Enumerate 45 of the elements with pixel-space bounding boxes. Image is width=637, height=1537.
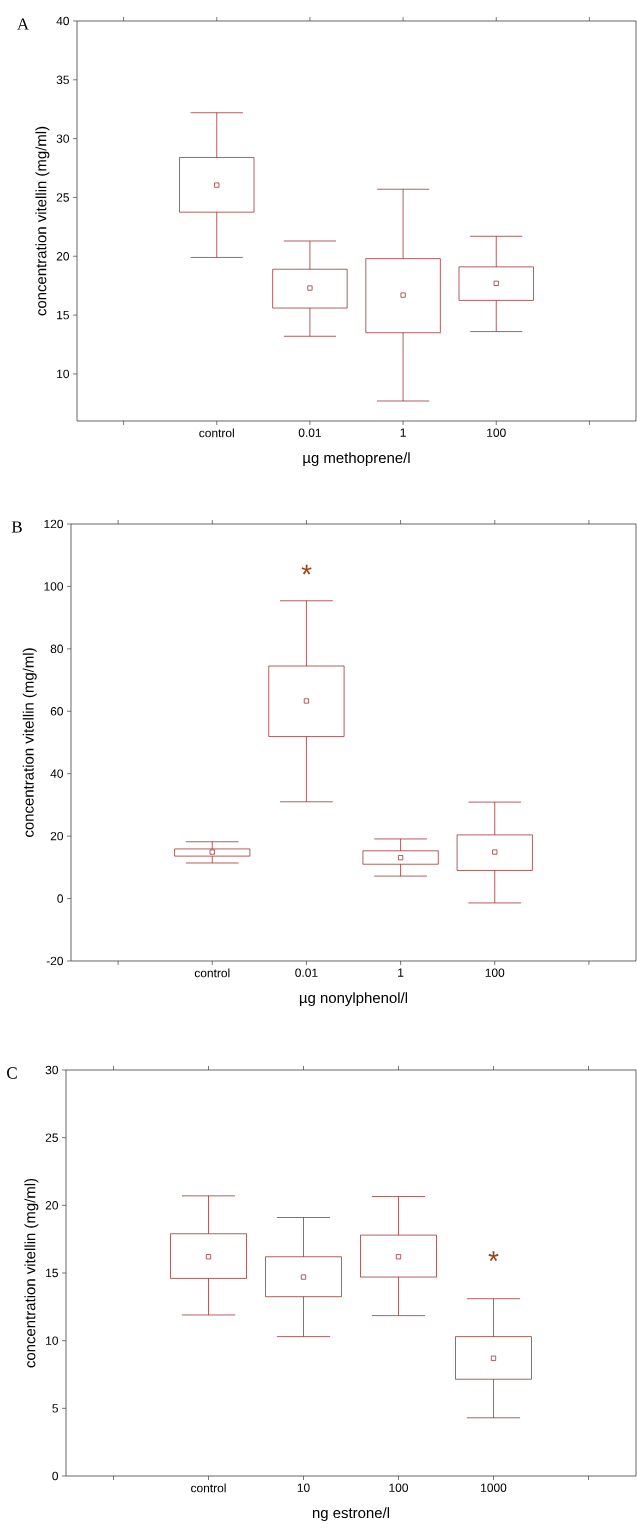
x-tick-label: 10 (297, 1483, 310, 1492)
y-tick-label: 0 (57, 894, 64, 903)
text: A (17, 18, 29, 30)
x-axis-title: µg methoprene/l (303, 452, 410, 467)
x-axis-title: µg nonylphenol/l (299, 992, 408, 1007)
y-tick-label: 30 (56, 134, 70, 143)
y-tick-label: 10 (57, 369, 70, 379)
y-tick-label: 20 (45, 1201, 59, 1210)
x-tick-label: control (191, 1483, 226, 1493)
y-tick-label: 100 (44, 582, 64, 591)
y-axis-title: concentration vitellin (mg/ml) (22, 648, 37, 837)
y-tick-label: 15 (46, 1268, 58, 1278)
annotation: * (301, 564, 312, 575)
x-tick-label: 100 (487, 428, 506, 437)
y-tick-label: 40 (50, 769, 64, 778)
y-tick-label: 80 (50, 644, 64, 654)
x-tick-label: 0.01 (295, 968, 318, 977)
y-tick-label: 15 (57, 310, 69, 320)
x-tick-label: 1 (398, 968, 404, 977)
y-axis-title: concentration vitellin (mg/ml) (35, 126, 50, 316)
x-tick-label: 1000 (481, 1483, 507, 1492)
text: C (7, 1067, 17, 1079)
x-tick-label: control (194, 968, 230, 978)
y-tick-label: 40 (56, 16, 70, 26)
y-tick-label: 25 (56, 193, 69, 202)
text: B (11, 521, 22, 533)
x-tick-label: 100 (389, 1483, 409, 1492)
x-tick-label: 100 (485, 968, 505, 977)
x-axis-title: ng estrone/l (312, 1507, 390, 1522)
y-tick-label: 20 (56, 252, 70, 261)
x-tick-label: 0.01 (298, 428, 321, 437)
y-tick-label: 60 (50, 707, 64, 716)
y-tick-label: 35 (56, 75, 69, 85)
y-tick-label: 25 (45, 1133, 58, 1142)
y-tick-label: 30 (45, 1065, 59, 1075)
y-axis-title: concentration vitellin (mg/ml) (24, 1178, 39, 1368)
x-tick-label: control (199, 428, 234, 438)
x-tick-label: 1 (400, 428, 406, 437)
y-tick-label: 5 (52, 1404, 58, 1413)
annotation: * (488, 1251, 499, 1262)
y-tick-label: 120 (44, 519, 64, 529)
y-tick-label: -20 (46, 956, 64, 966)
y-tick-label: 10 (46, 1336, 59, 1345)
y-tick-label: 0 (52, 1471, 59, 1481)
y-tick-label: 20 (50, 831, 64, 841)
